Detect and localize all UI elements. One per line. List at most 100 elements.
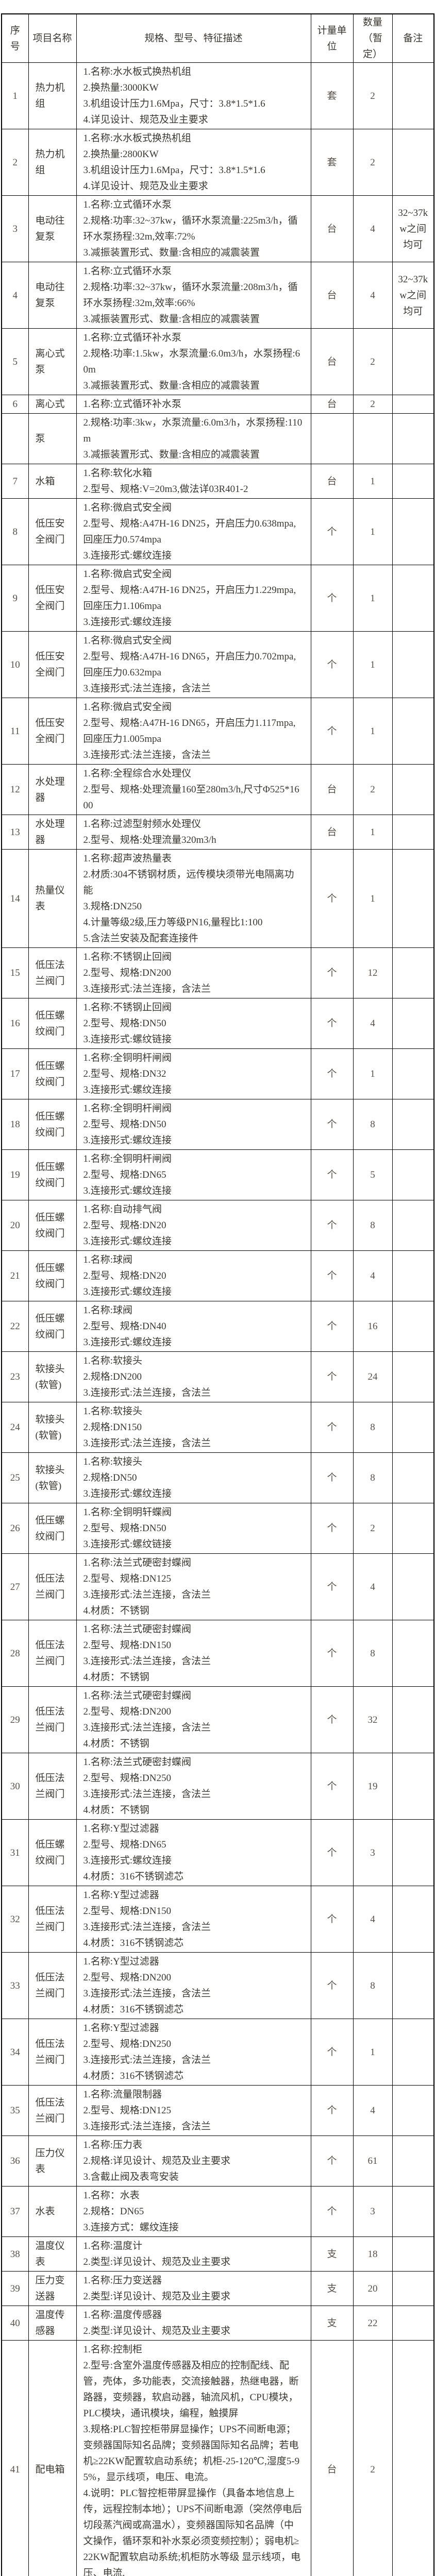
spec-line: 4.材质：316不锈钢滤芯: [83, 2002, 304, 2018]
row-serial: 14: [2, 850, 28, 948]
spec-line: 1.名称:微启式安全阀: [83, 500, 304, 516]
item-unit: [311, 414, 353, 464]
item-unit: 个: [311, 1200, 353, 1251]
row-serial: 13: [2, 815, 28, 850]
item-name: 离心式: [28, 395, 76, 414]
spec-line: 1.名称:全程综合水处理仪: [83, 766, 304, 782]
row-serial: 10: [2, 632, 28, 698]
spec-line: 3.连接形式:法兰连接，含法兰: [83, 1720, 304, 1736]
item-name: 离心式泵: [28, 329, 76, 395]
item-name: 电动往复泵: [28, 196, 76, 262]
spec-line: 2.型号、规格:DN32: [83, 1066, 304, 1082]
column-header: 项目名称: [28, 14, 76, 63]
item-note: [392, 1886, 434, 1953]
item-note: [392, 1301, 434, 1352]
spec-line: 2.换热量:2800KW: [83, 146, 304, 162]
item-name: 软接头(软管): [28, 1352, 76, 1402]
row-serial: 30: [2, 1753, 28, 1820]
item-name: 低压螺纹阀门: [28, 1251, 76, 1301]
item-unit: 个: [311, 1620, 353, 1687]
spec-line: 2.规格:DN150: [83, 1419, 304, 1435]
item-unit: 个: [311, 565, 353, 632]
item-name: 软接头(软管): [28, 1402, 76, 1453]
item-unit: 个: [311, 1820, 353, 1886]
item-qty: 4: [353, 1886, 392, 1953]
item-note: [392, 1352, 434, 1402]
spec-line: 4.计量等级2级,压力等级PN16,量程比1:100: [83, 914, 304, 930]
item-name: 低压螺纹阀门: [28, 1099, 76, 1150]
row-serial: 22: [2, 1301, 28, 1352]
item-name: 泵: [28, 414, 76, 464]
item-unit: 个: [311, 1301, 353, 1352]
spec-line: 3.连接形式:螺纹连接: [83, 1233, 304, 1249]
table-head: 序号项目名称规格、型号、特征描述计量单位数量（暂定）备注: [2, 14, 434, 63]
spec-line: 2.型号、规格:A47H-16 DN65，开启压力0.702mpa,回座压力0.…: [83, 649, 304, 681]
item-name: 低压螺纹阀门: [28, 1200, 76, 1251]
item-name: 热力机组: [28, 129, 76, 196]
spec-line: 1.名称:水水板式换热机组: [83, 130, 304, 146]
item-qty: 32: [353, 1687, 392, 1753]
spec-line: 1.名称:不锈钢止回阀: [83, 999, 304, 1015]
item-qty: 2: [353, 129, 392, 196]
spec-line: 1.名称:软化水箱: [83, 465, 304, 481]
item-name: 低压法兰阀门: [28, 2086, 76, 2136]
row-serial: 8: [2, 499, 28, 565]
item-unit: 套: [311, 63, 353, 129]
spec-line: 2.型号、规格:DN50: [83, 1116, 304, 1132]
item-name: 低压螺纹阀门: [28, 1503, 76, 1554]
spec-line: 3.机组设计压力1.6Mpa，尺寸：3.8*1.5*1.6: [83, 162, 304, 178]
item-note: [392, 129, 434, 196]
item-note: [392, 698, 434, 765]
item-name: 低压法兰阀门: [28, 948, 76, 998]
spec-line: 3.减振装置形式、数量:含相应的减震装置: [83, 311, 304, 327]
item-unit: 个: [311, 2136, 353, 2187]
spec-line: 1.名称:软接头: [83, 1454, 304, 1470]
item-qty: 1: [353, 815, 392, 850]
spec-line: 2.型号、规格:DN50: [83, 1520, 304, 1536]
spec-line: 1.名称:Y型过滤器: [83, 1821, 304, 1837]
spec-line: 1.名称:Y型过滤器: [83, 1954, 304, 1970]
item-qty: 12: [353, 948, 392, 998]
item-unit: 支: [311, 2272, 353, 2306]
item-note: [392, 815, 434, 850]
item-qty: 8: [353, 1953, 392, 2019]
row-serial: 39: [2, 2272, 28, 2306]
item-name: 低压螺纹阀门: [28, 1049, 76, 1099]
item-qty: 8: [353, 1099, 392, 1150]
item-note: [392, 1402, 434, 1453]
spec-line: 3.连接形式:螺纹连接: [83, 1853, 304, 1869]
item-qty: 18: [353, 2237, 392, 2272]
item-name: 水表: [28, 2187, 76, 2237]
row-serial: 41: [2, 2341, 28, 2576]
item-qty: 24: [353, 1352, 392, 1402]
spec-line: 2.规格:DN50: [83, 1470, 304, 1486]
spec-line: 1.名称:微启式安全阀: [83, 633, 304, 649]
spec-line: 2.型号、规格:DN40: [83, 1318, 304, 1334]
spec-line: 2.材质:304不锈钢材质，远传模块须带光电隔离功能: [83, 867, 304, 899]
spec-line: 1.名称:法兰式硬密封蝶阀: [83, 1688, 304, 1704]
item-name: 低压安全阀门: [28, 632, 76, 698]
spec-line: 1.名称:软接头: [83, 1403, 304, 1419]
item-unit: 个: [311, 1503, 353, 1554]
